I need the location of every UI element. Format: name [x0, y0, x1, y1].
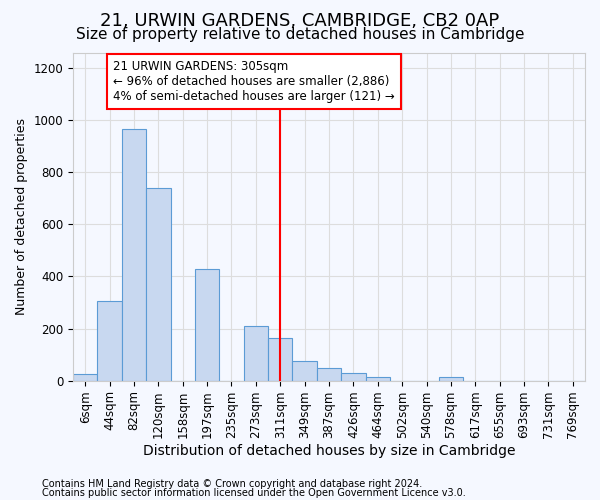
- Bar: [341, 373, 365, 380]
- Bar: [195, 268, 220, 380]
- Bar: [268, 338, 292, 380]
- Bar: [146, 188, 170, 380]
- Bar: [244, 326, 268, 380]
- Text: Contains public sector information licensed under the Open Government Licence v3: Contains public sector information licen…: [42, 488, 466, 498]
- Bar: [365, 376, 390, 380]
- Bar: [73, 374, 97, 380]
- X-axis label: Distribution of detached houses by size in Cambridge: Distribution of detached houses by size …: [143, 444, 515, 458]
- Text: 21, URWIN GARDENS, CAMBRIDGE, CB2 0AP: 21, URWIN GARDENS, CAMBRIDGE, CB2 0AP: [100, 12, 500, 30]
- Bar: [292, 361, 317, 380]
- Text: Contains HM Land Registry data © Crown copyright and database right 2024.: Contains HM Land Registry data © Crown c…: [42, 479, 422, 489]
- Text: Size of property relative to detached houses in Cambridge: Size of property relative to detached ho…: [76, 28, 524, 42]
- Y-axis label: Number of detached properties: Number of detached properties: [15, 118, 28, 315]
- Text: 21 URWIN GARDENS: 305sqm
← 96% of detached houses are smaller (2,886)
4% of semi: 21 URWIN GARDENS: 305sqm ← 96% of detach…: [113, 60, 395, 104]
- Bar: [97, 301, 122, 380]
- Bar: [122, 130, 146, 380]
- Bar: [317, 368, 341, 380]
- Bar: [439, 376, 463, 380]
